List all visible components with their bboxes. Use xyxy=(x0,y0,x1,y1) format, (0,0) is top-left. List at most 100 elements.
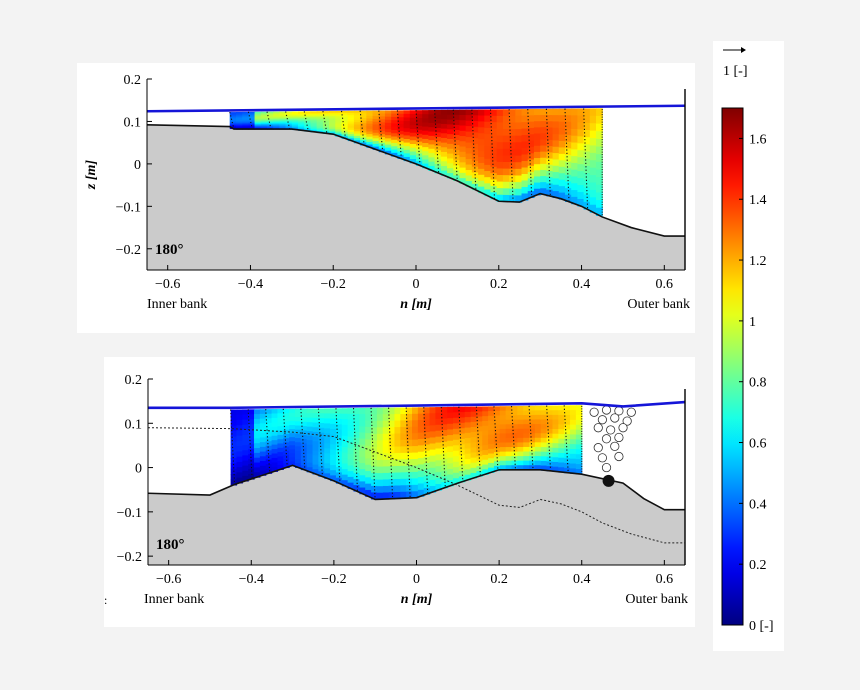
velocity-contour-cell xyxy=(552,447,559,454)
velocity-contour-cell xyxy=(298,124,305,127)
velocity-contour-cell xyxy=(289,420,296,426)
velocity-contour-cell xyxy=(289,433,296,438)
velocity-contour-cell xyxy=(546,456,554,463)
velocity-contour-cell xyxy=(397,124,405,129)
velocity-contour-cell xyxy=(471,138,479,145)
colorbar-tick-label: 1.4 xyxy=(749,193,767,208)
velocity-contour-cell xyxy=(577,129,585,137)
velocity-contour-cell xyxy=(496,168,504,176)
velocity-contour-cell xyxy=(242,475,249,482)
velocity-contour-cell xyxy=(322,111,330,114)
velocity-contour-cell xyxy=(397,148,405,153)
velocity-contour-cell xyxy=(289,437,296,442)
velocity-contour-cell xyxy=(441,412,448,420)
velocity-contour-cell xyxy=(453,150,461,156)
velocity-contour-cell xyxy=(294,433,302,439)
velocity-contour-cell xyxy=(353,437,360,445)
velocity-contour-cell xyxy=(322,120,330,123)
velocity-contour-cell xyxy=(440,128,448,134)
velocity-contour-cell xyxy=(359,407,366,415)
velocity-contour-cell xyxy=(260,116,268,119)
velocity-contour-cell xyxy=(248,114,256,117)
velocity-contour-cell xyxy=(435,472,442,479)
velocity-contour-cell xyxy=(434,114,442,120)
velocity-contour-cell xyxy=(329,127,336,130)
velocity-contour-cell xyxy=(335,440,343,447)
velocity-contour-cell xyxy=(435,442,442,450)
velocity-contour-cell xyxy=(236,472,243,479)
velocity-contour-cell xyxy=(527,159,535,167)
velocity-contour-cell xyxy=(254,409,261,415)
velocity-contour-cell xyxy=(248,118,256,120)
velocity-contour-cell xyxy=(570,458,577,465)
velocity-contour-cell xyxy=(230,436,238,443)
velocity-contour-cell xyxy=(458,438,466,445)
velocity-contour-cell xyxy=(589,145,597,154)
velocity-vector xyxy=(546,405,552,471)
velocity-contour-cell xyxy=(440,151,448,158)
velocity-contour-cell xyxy=(376,433,384,442)
velocity-contour-cell xyxy=(391,143,398,147)
velocity-contour-cell xyxy=(534,433,542,439)
velocity-contour-cell xyxy=(242,121,249,124)
velocity-contour-cell xyxy=(335,461,343,468)
velocity-contour-cell xyxy=(521,122,529,130)
velocity-contour-cell xyxy=(298,111,305,114)
velocity-contour-cell xyxy=(558,433,565,440)
velocity-contour-cell xyxy=(360,118,367,122)
velocity-contour-cell xyxy=(294,408,302,414)
velocity-contour-cell xyxy=(570,463,577,470)
velocity-contour-cell xyxy=(271,417,279,423)
velocity-contour-cell xyxy=(452,439,460,446)
velocity-contour-cell xyxy=(422,143,430,148)
velocity-contour-cell xyxy=(583,115,591,124)
velocity-contour-cell xyxy=(509,175,516,183)
velocity-contour-cell xyxy=(300,417,308,423)
velocity-contour-cell xyxy=(329,115,336,119)
velocity-contour-cell xyxy=(496,129,504,137)
velocity-contour-cell xyxy=(384,135,392,139)
velocity-contour-cell xyxy=(496,115,504,124)
velocity-contour-cell xyxy=(394,414,401,422)
velocity-contour-cell xyxy=(347,419,355,426)
velocity-contour-cell xyxy=(271,426,279,432)
velocity-contour-cell xyxy=(502,188,510,196)
velocity-contour-cell xyxy=(527,121,535,129)
y-tick-label: −0.1 xyxy=(116,200,141,215)
velocity-contour-cell xyxy=(229,120,237,123)
velocity-contour-cell xyxy=(484,109,492,117)
velocity-contour-cell xyxy=(230,414,238,421)
velocity-contour-cell xyxy=(546,410,554,416)
velocity-contour-cell xyxy=(391,149,398,154)
velocity-contour-cell xyxy=(403,124,411,129)
outer-bank-label: Outer bank xyxy=(625,592,688,607)
velocity-contour-cell xyxy=(564,194,572,202)
velocity-contour-cell xyxy=(382,453,390,461)
velocity-contour-cell xyxy=(347,453,355,461)
velocity-contour-cell xyxy=(482,440,489,446)
velocity-contour-cell xyxy=(540,163,547,171)
velocity-contour-cell xyxy=(523,424,530,430)
angle-annotation: 180° xyxy=(155,242,184,258)
velocity-contour-cell xyxy=(552,115,560,123)
velocity-contour-cell xyxy=(353,408,360,415)
velocity-contour-cell xyxy=(441,453,448,460)
velocity-contour-cell xyxy=(330,423,337,430)
velocity-contour-cell xyxy=(382,446,390,454)
velocity-contour-cell xyxy=(558,424,565,430)
velocity-contour-cell xyxy=(372,132,380,137)
velocity-contour-cell xyxy=(589,108,597,117)
velocity-contour-cell xyxy=(391,120,398,125)
velocity-contour-cell xyxy=(329,130,336,134)
velocity-vector xyxy=(322,111,328,134)
velocity-vector xyxy=(230,409,236,485)
velocity-contour-cell xyxy=(499,442,507,448)
velocity-contour-cell xyxy=(329,129,336,132)
velocity-contour-cell xyxy=(285,125,293,128)
velocity-contour-cell xyxy=(505,428,513,434)
velocity-contour-cell xyxy=(300,443,308,449)
velocity-contour-cell xyxy=(464,469,472,476)
velocity-contour-cell xyxy=(515,182,523,190)
velocity-contour-cell xyxy=(400,413,407,422)
velocity-contour-cell xyxy=(423,432,431,439)
